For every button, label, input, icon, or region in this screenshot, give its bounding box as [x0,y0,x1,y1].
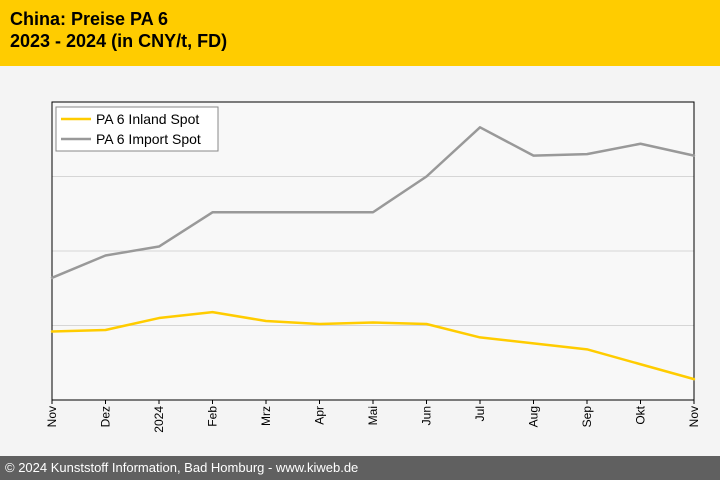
x-tick-label-8: Jul [473,406,487,421]
x-tick-label-10: Sep [580,406,594,428]
x-tick-label-4: Mrz [259,406,273,426]
x-tick-label-9: Aug [527,406,541,427]
legend-label-0: PA 6 Inland Spot [96,111,199,127]
chart-area: Nov Dez 2024 Feb Mrz Apr Mai Jun Jul Aug Sep Okt Nov… [0,66,720,456]
x-tick-label-11: Okt [634,405,648,424]
title-line-1: China: Preise PA 6 [10,9,169,29]
footer-bar: © 2024 Kunststoff Information, Bad Hombu… [0,456,720,480]
title-line-2: 2023 - 2024 (in CNY/t, FD) [10,31,228,51]
legend-label-1: PA 6 Import Spot [96,131,201,147]
copyright-text: © 2024 Kunststoff Information, Bad Hombu… [5,460,359,475]
x-tick-label-1: Dez [99,406,113,427]
x-tick-label-3: Feb [206,406,220,427]
x-tick-label-6: Mai [366,406,380,425]
x-tick-label-2: 2024 [152,406,166,433]
x-tick-label-12: Nov [687,406,701,427]
x-tick-label-5: Apr [313,406,327,425]
x-tick-label-7: Jun [420,406,434,425]
chart-title: China: Preise PA 6 2023 - 2024 (in CNY/t… [10,8,227,52]
header-bar: China: Preise PA 6 2023 - 2024 (in CNY/t… [0,0,720,66]
x-tick-label-0: Nov [45,406,59,427]
line-chart: Nov Dez 2024 Feb Mrz Apr Mai Jun Jul Aug Sep Okt Nov… [45,101,701,433]
legend-box [55,106,219,152]
